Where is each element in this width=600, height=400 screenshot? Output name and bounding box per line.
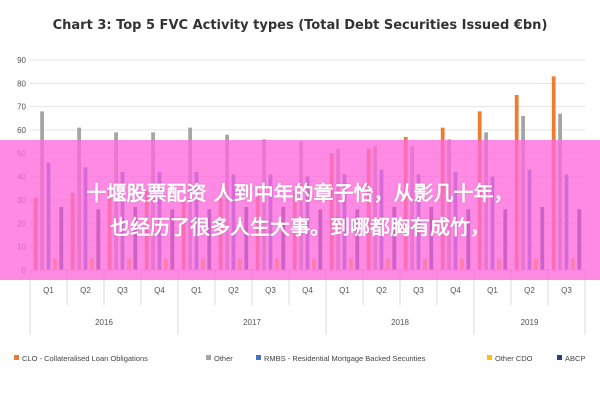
- year-label: 2018: [391, 318, 409, 327]
- x-tick-label: Q3: [413, 286, 424, 295]
- x-tick-label: Q4: [302, 286, 313, 295]
- legend-item: ABCP: [557, 354, 585, 363]
- year-label: 2019: [521, 318, 539, 327]
- y-tick-label: 90: [17, 56, 26, 65]
- x-tick-label: Q1: [191, 286, 202, 295]
- x-tick-label: Q1: [487, 286, 498, 295]
- year-label: 2016: [95, 318, 113, 327]
- legend-swatch: [206, 355, 211, 360]
- overlay-line-2: 也经历了很多人生大事。到哪都胸有成竹，: [110, 215, 490, 239]
- x-tick-label: Q1: [43, 286, 54, 295]
- legend-label: ABCP: [565, 354, 585, 363]
- legend-swatch: [14, 355, 19, 360]
- x-tick-label: Q2: [376, 286, 387, 295]
- year-label: 2017: [243, 318, 261, 327]
- x-tick-label: Q3: [265, 286, 276, 295]
- y-tick-label: 70: [17, 103, 26, 112]
- legend-item: Other CDO: [487, 354, 533, 363]
- chart-title: Chart 3: Top 5 FVC Activity types (Total…: [53, 18, 548, 33]
- x-tick-label: Q3: [117, 286, 128, 295]
- legend-swatch: [487, 355, 492, 360]
- y-tick-label: 80: [17, 79, 26, 88]
- y-tick-label: 60: [17, 126, 26, 135]
- x-tick-label: Q2: [228, 286, 239, 295]
- x-tick-label: Q4: [154, 286, 165, 295]
- legend-swatch: [256, 355, 261, 360]
- legend-label: CLO - Collateralised Loan Obligations: [22, 354, 148, 363]
- x-tick-label: Q4: [450, 286, 461, 295]
- legend-swatch: [557, 355, 562, 360]
- legend-label: Other: [214, 354, 233, 363]
- legend: CLO - Collateralised Loan Obligations Oth…: [14, 354, 585, 363]
- x-axis-year-labels: 2016 2017 2018 2019: [29, 305, 586, 335]
- x-tick-label: Q2: [80, 286, 91, 295]
- x-tick-label: Q1: [339, 286, 350, 295]
- legend-label: RMBS - Residential Mortgage Backed Secur…: [264, 354, 426, 363]
- x-tick-label: Q2: [524, 286, 535, 295]
- x-tick-label: Q3: [561, 286, 572, 295]
- legend-item: CLO - Collateralised Loan Obligations: [14, 354, 148, 363]
- promo-overlay-banner: 十堰股票配资 人到中年的章子怡，从影几十年， 也经历了很多人生大事。到哪都胸有成…: [0, 140, 600, 280]
- overlay-line-1: 十堰股票配资 人到中年的章子怡，从影几十年，: [86, 181, 514, 205]
- legend-item: RMBS - Residential Mortgage Backed Secur…: [256, 354, 426, 363]
- legend-item: Other: [206, 354, 233, 363]
- legend-label: Other CDO: [495, 354, 533, 363]
